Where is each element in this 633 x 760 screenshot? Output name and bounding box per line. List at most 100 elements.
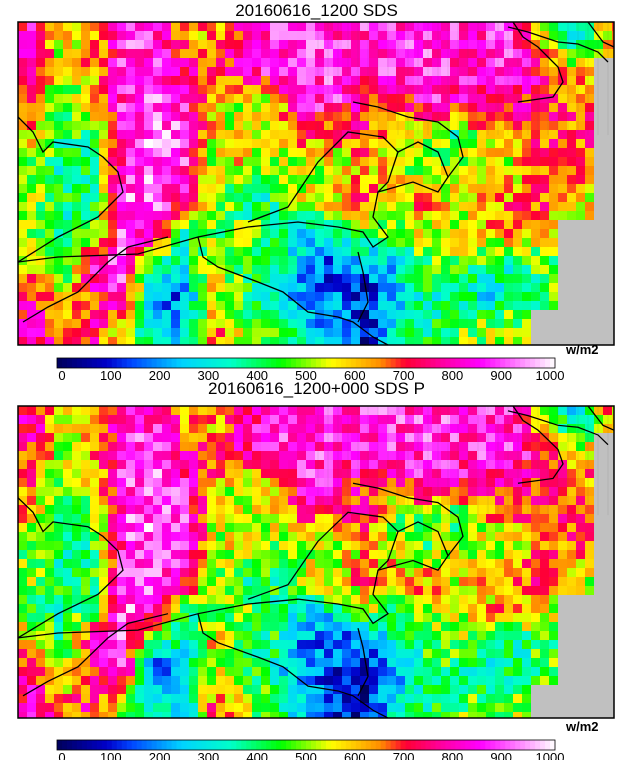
heatmap-cell (495, 121, 504, 130)
heatmap-cell (27, 301, 36, 310)
heatmap-cell (72, 541, 81, 550)
heatmap-cell (171, 442, 180, 451)
heatmap-cell (27, 460, 36, 469)
heatmap-cell (288, 49, 297, 58)
heatmap-cell (450, 496, 459, 505)
heatmap-cell (432, 640, 441, 649)
heatmap-cell (153, 148, 162, 157)
heatmap-cell (531, 31, 540, 40)
heatmap-cell (468, 229, 477, 238)
colorbar-swatch (136, 740, 143, 750)
heatmap-cell (27, 103, 36, 112)
heatmap-cell (432, 631, 441, 640)
heatmap-cell (198, 505, 207, 514)
heatmap-cell (198, 58, 207, 67)
heatmap-cell (153, 460, 162, 469)
heatmap-cell (414, 220, 423, 229)
heatmap-cell (243, 703, 252, 712)
heatmap-cell (72, 469, 81, 478)
heatmap-cell (495, 631, 504, 640)
heatmap-cell (162, 301, 171, 310)
heatmap-cell (261, 67, 270, 76)
heatmap-cell (297, 505, 306, 514)
heatmap-cell (378, 85, 387, 94)
heatmap-cell (522, 193, 531, 202)
heatmap-cell (261, 319, 270, 328)
heatmap-cell (99, 202, 108, 211)
heatmap-cell (351, 478, 360, 487)
heatmap-cell (270, 76, 279, 85)
heatmap-cell (171, 247, 180, 256)
heatmap-cell (558, 424, 567, 433)
heatmap-cell (99, 184, 108, 193)
heatmap-cell (270, 22, 279, 31)
heatmap-cell (558, 478, 567, 487)
heatmap-cell (198, 112, 207, 121)
heatmap-cell (486, 577, 495, 586)
heatmap-cell (207, 121, 216, 130)
heatmap-cell (522, 460, 531, 469)
heatmap-cell (252, 586, 261, 595)
heatmap-cell (99, 175, 108, 184)
heatmap-cell (18, 247, 27, 256)
heatmap-cell (450, 283, 459, 292)
heatmap-cell (477, 685, 486, 694)
heatmap-cell (261, 292, 270, 301)
heatmap-cell (216, 478, 225, 487)
heatmap-cell (261, 406, 270, 415)
heatmap-cell (369, 406, 378, 415)
heatmap-cell (315, 67, 324, 76)
heatmap-cell (72, 103, 81, 112)
heatmap-cell (522, 166, 531, 175)
heatmap-cell (432, 85, 441, 94)
heatmap-cell (63, 58, 72, 67)
heatmap-cell (333, 139, 342, 148)
heatmap-cell (333, 22, 342, 31)
heatmap-cell (432, 139, 441, 148)
heatmap-cell (333, 175, 342, 184)
heatmap-cell (234, 112, 243, 121)
heatmap-cell (468, 274, 477, 283)
heatmap-cell (117, 613, 126, 622)
heatmap-cell (27, 577, 36, 586)
colorbar-swatch (176, 358, 182, 368)
heatmap-cell (513, 67, 522, 76)
heatmap-cell (378, 478, 387, 487)
heatmap-cell (225, 667, 234, 676)
heatmap-cell (180, 442, 189, 451)
heatmap-cell (81, 157, 90, 166)
heatmap-cell (45, 76, 54, 85)
heatmap-cell (135, 58, 144, 67)
heatmap-cell (513, 256, 522, 265)
heatmap-cell (234, 220, 243, 229)
heatmap-cell (495, 49, 504, 58)
heatmap-cell (342, 712, 351, 718)
heatmap-cell (90, 211, 99, 220)
heatmap-cell (243, 631, 252, 640)
heatmap-cell (414, 676, 423, 685)
heatmap-cell (477, 640, 486, 649)
heatmap-cell (612, 415, 614, 424)
heatmap-cell (153, 49, 162, 58)
heatmap-cell (36, 310, 45, 319)
heatmap-cell (54, 166, 63, 175)
heatmap-cell (567, 433, 576, 442)
heatmap-cell (342, 220, 351, 229)
heatmap-cell (45, 67, 54, 76)
heatmap-cell (549, 577, 558, 586)
heatmap-cell (270, 532, 279, 541)
heatmap-cell (225, 166, 234, 175)
heatmap-cell (198, 676, 207, 685)
heatmap-cell (351, 469, 360, 478)
heatmap-cell (468, 76, 477, 85)
heatmap-cell (414, 247, 423, 256)
heatmap-cell (153, 577, 162, 586)
heatmap-cell (549, 22, 558, 31)
heatmap-cell (405, 265, 414, 274)
heatmap-cell (549, 220, 558, 229)
heatmap-cell (441, 283, 450, 292)
heatmap-cell (378, 175, 387, 184)
heatmap-cell (144, 40, 153, 49)
heatmap-cell (234, 202, 243, 211)
heatmap-cell (36, 220, 45, 229)
